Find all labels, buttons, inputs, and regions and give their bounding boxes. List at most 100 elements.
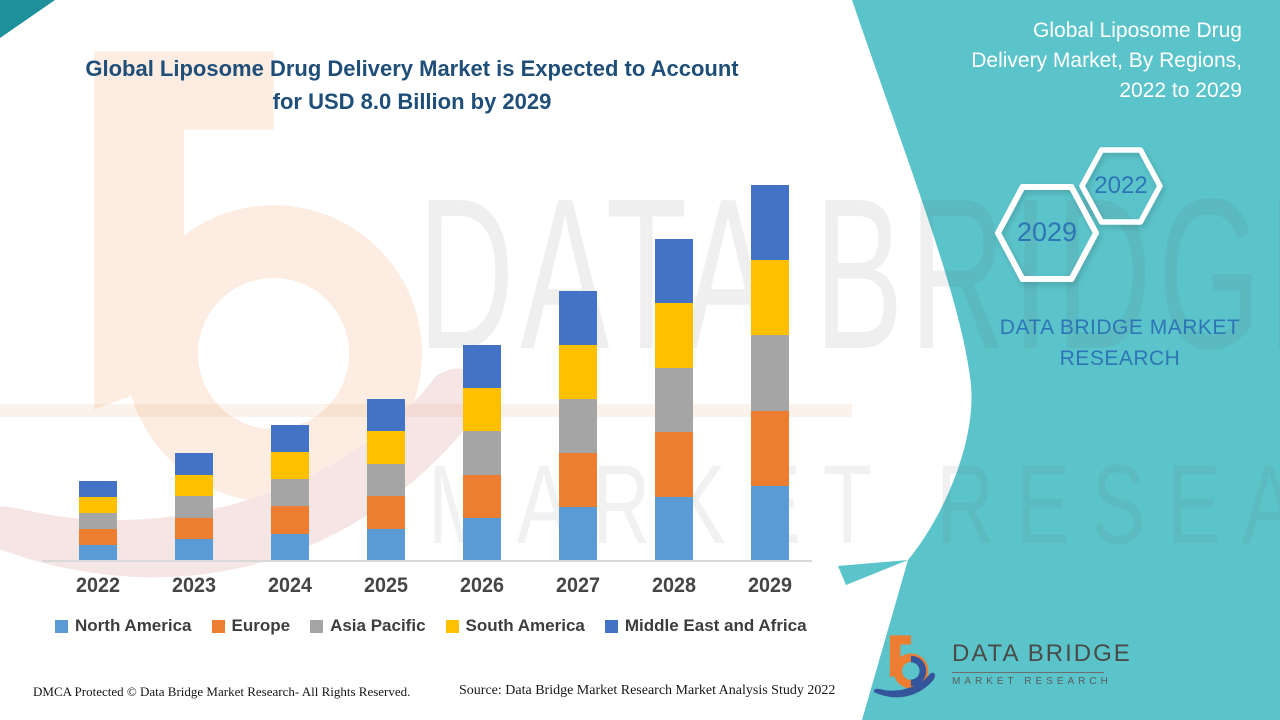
bar-2029	[751, 185, 789, 561]
x-axis-label-2024: 2024	[268, 574, 312, 597]
hexagon-year-2022: 2022	[1094, 172, 1148, 199]
legend-label-europe: Europe	[231, 616, 291, 635]
bar-segment-europe-2027	[559, 453, 597, 507]
bar-segment-north-america-2028	[655, 496, 693, 561]
x-axis-label-2026: 2026	[460, 574, 504, 597]
bar-segment-europe-2024	[271, 506, 309, 534]
bar-segment-europe-2025	[367, 496, 405, 529]
bar-segment-middle-east-and-africa-2027	[559, 291, 597, 345]
bar-segment-asia-pacific-2022	[79, 513, 117, 529]
chart-title: Global Liposome Drug Delivery Market is …	[40, 52, 784, 118]
bar-segment-europe-2028	[655, 432, 693, 497]
hexagon-2022	[1079, 147, 1163, 225]
bar-segment-middle-east-and-africa-2028	[655, 239, 693, 304]
bar-segment-middle-east-and-africa-2023	[175, 453, 213, 475]
hexagon-year-2029: 2029	[1016, 217, 1078, 247]
bar-segment-europe-2022	[79, 529, 117, 545]
teal-tail-sliver	[838, 560, 908, 585]
bar-segment-europe-2026	[463, 474, 501, 518]
footer-dmca-text: DMCA Protected © Data Bridge Market Rese…	[33, 684, 411, 699]
bar-segment-south-america-2029	[751, 260, 789, 336]
bar-segment-europe-2029	[751, 410, 789, 486]
logo-b-icon	[874, 635, 935, 698]
x-axis-label-2028: 2028	[652, 574, 696, 597]
bar-2023	[175, 453, 213, 561]
bar-segment-middle-east-and-africa-2024	[271, 424, 309, 452]
bar-2025	[367, 399, 405, 561]
legend-swatch-asia-pacific	[310, 619, 324, 633]
bar-segment-middle-east-and-africa-2025	[367, 399, 405, 432]
x-axis-line	[42, 560, 812, 562]
panel-title: Global Liposome Drug Delivery Market, By…	[822, 16, 1242, 106]
x-axis-label-2029: 2029	[748, 574, 792, 597]
legend-swatch-europe	[211, 619, 225, 633]
legend-item-asia-pacific: Asia Pacific	[310, 616, 426, 636]
x-axis-label-2027: 2027	[556, 574, 600, 597]
x-axis-label-2023: 2023	[172, 574, 216, 597]
legend-label-middle-east-and-africa: Middle East and Africa	[624, 616, 807, 635]
hexagon-badges	[995, 147, 1163, 282]
legend-label-asia-pacific: Asia Pacific	[330, 616, 426, 635]
legend-swatch-north-america	[55, 619, 68, 633]
brand-line1: DATA BRIDGE MARKET	[999, 316, 1241, 339]
x-axis-label-2022: 2022	[76, 574, 120, 597]
bar-segment-north-america-2024	[271, 533, 309, 561]
logo-title: DATA BRIDGE	[952, 640, 1132, 667]
legend-label-south-america: South America	[465, 616, 585, 635]
bar-segment-south-america-2024	[271, 451, 309, 480]
bar-segment-north-america-2029	[751, 485, 789, 561]
bar-segment-middle-east-and-africa-2026	[463, 345, 501, 389]
panel-title-line3: 2022 to 2029	[1119, 79, 1242, 102]
legend-item-middle-east-and-africa: Middle East and Africa	[604, 616, 807, 636]
footer-logo: DATA BRIDGE MARKET RESEARCH	[874, 632, 1132, 702]
legend-item-europe: Europe	[211, 616, 291, 636]
bar-segment-north-america-2027	[559, 507, 597, 561]
chart-title-line2: for USD 8.0 Billion by 2029	[272, 89, 552, 114]
legend-swatch-south-america	[445, 619, 459, 633]
x-axis-label-2025: 2025	[364, 574, 408, 597]
bar-2027	[559, 291, 597, 561]
bar-segment-asia-pacific-2026	[463, 431, 501, 475]
chart-legend: North America Europe Asia Pacific South Ame…	[55, 616, 845, 636]
bar-segment-asia-pacific-2024	[271, 479, 309, 507]
panel-title-line1: Global Liposome Drug	[1033, 19, 1242, 42]
bar-segment-middle-east-and-africa-2029	[751, 185, 789, 261]
legend-swatch-middle-east-and-africa	[604, 619, 618, 633]
hexagon-2029	[995, 184, 1099, 282]
bar-segment-south-america-2025	[367, 431, 405, 464]
bar-segment-south-america-2022	[79, 497, 117, 513]
legend-label-north-america: North America	[75, 616, 192, 635]
bar-segment-north-america-2026	[463, 517, 501, 561]
bar-segment-europe-2023	[175, 517, 213, 540]
bar-segment-south-america-2028	[655, 303, 693, 368]
bar-2022	[79, 481, 117, 561]
bar-segment-asia-pacific-2025	[367, 463, 405, 497]
bar-segment-south-america-2026	[463, 388, 501, 432]
bar-segment-asia-pacific-2028	[655, 367, 693, 433]
bar-2026	[463, 345, 501, 561]
bar-segment-asia-pacific-2027	[559, 399, 597, 453]
logo-rule	[952, 672, 1104, 673]
logo-subtitle: MARKET RESEARCH	[952, 676, 1112, 687]
bar-2024	[271, 424, 309, 561]
bar-segment-south-america-2023	[175, 474, 213, 497]
panel-title-line2: Delivery Market, By Regions,	[971, 49, 1242, 72]
bar-segment-middle-east-and-africa-2022	[79, 481, 117, 497]
bar-segment-north-america-2022	[79, 545, 117, 561]
brand-wordmark: DATA BRIDGE MARKET RESEARCH	[970, 312, 1270, 374]
brand-line2: RESEARCH	[1059, 347, 1181, 370]
bar-segment-asia-pacific-2029	[751, 335, 789, 411]
chart-title-line1: Global Liposome Drug Delivery Market is …	[85, 56, 739, 81]
logo-text-block: DATA BRIDGE MARKET RESEARCH	[952, 632, 1132, 687]
bar-segment-south-america-2027	[559, 345, 597, 399]
legend-item-south-america: South America	[445, 616, 585, 636]
right-teal-panel	[852, 0, 1280, 720]
bar-segment-north-america-2023	[175, 539, 213, 561]
bar-2028	[655, 239, 693, 561]
bar-segment-asia-pacific-2023	[175, 496, 213, 518]
legend-item-north-america: North America	[55, 616, 192, 636]
top-left-corner-triangle	[0, 0, 55, 38]
